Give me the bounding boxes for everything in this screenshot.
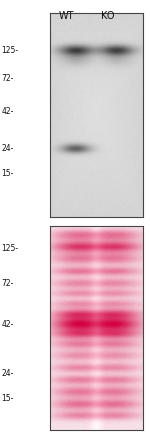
Text: 42-: 42- <box>2 319 14 328</box>
Text: 72-: 72- <box>2 74 14 83</box>
Text: 24-: 24- <box>2 369 14 378</box>
Text: 15-: 15- <box>2 169 14 178</box>
Text: WT: WT <box>58 11 74 21</box>
Text: 15-: 15- <box>2 394 14 403</box>
Text: 42-: 42- <box>2 107 14 116</box>
Text: KO: KO <box>101 11 115 21</box>
Text: 72-: 72- <box>2 279 14 288</box>
Text: 125-: 125- <box>2 46 19 55</box>
Text: 24-: 24- <box>2 145 14 154</box>
Text: 125-: 125- <box>2 244 19 253</box>
